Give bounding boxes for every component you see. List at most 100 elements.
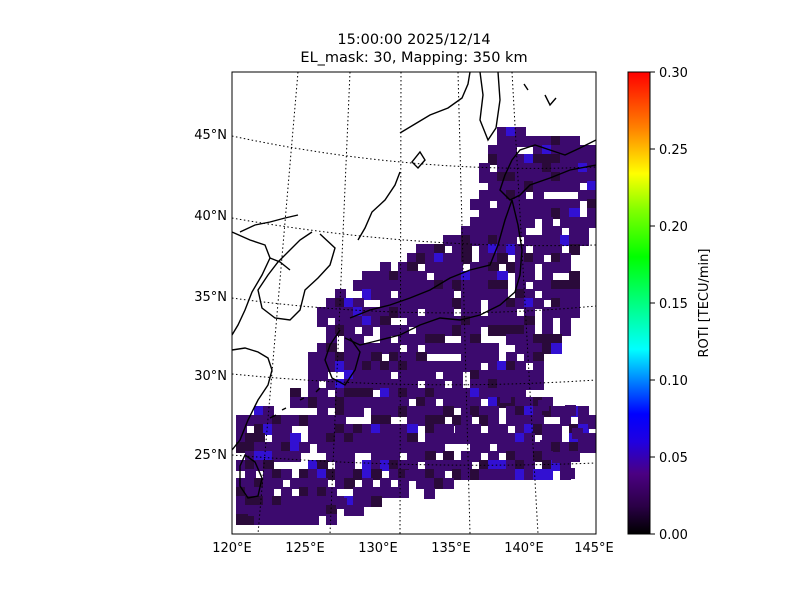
roti-cell	[263, 424, 274, 435]
roti-cell	[434, 271, 445, 282]
roti-cell	[506, 379, 517, 390]
roti-cell	[335, 289, 346, 300]
roti-cell	[524, 352, 535, 363]
roti-cell	[569, 208, 580, 219]
roti-cell	[506, 190, 517, 201]
roti-cell	[560, 172, 571, 183]
roti-cell	[434, 424, 445, 435]
roti-cell	[290, 496, 301, 507]
roti-cell	[245, 496, 256, 507]
roti-cell	[524, 172, 535, 183]
roti-cell	[407, 352, 418, 363]
roti-cell	[443, 451, 454, 462]
roti-cell	[488, 217, 499, 228]
roti-cell	[488, 289, 499, 300]
roti-cell	[281, 487, 292, 498]
roti-cell	[488, 262, 499, 273]
roti-cell	[443, 388, 454, 399]
roti-cell	[479, 163, 490, 174]
roti-cell	[479, 262, 490, 273]
roti-cell	[407, 343, 418, 354]
roti-cell	[281, 469, 292, 480]
roti-cell	[542, 280, 553, 291]
roti-cell	[262, 505, 273, 516]
roti-cell	[560, 208, 571, 219]
roti-cell	[506, 352, 517, 363]
roti-cell	[551, 244, 562, 255]
roti-cell	[326, 361, 337, 372]
roti-cell	[416, 361, 427, 372]
roti-cell	[515, 163, 526, 174]
roti-cell	[533, 298, 544, 309]
roti-cell	[551, 235, 562, 246]
roti-cell	[479, 226, 490, 237]
roti-cell	[254, 460, 265, 471]
roti-cell	[524, 307, 535, 318]
korea-coast	[257, 231, 336, 321]
roti-cell	[488, 343, 499, 354]
roti-cell	[263, 487, 274, 498]
roti-cell	[398, 271, 409, 282]
roti-cell	[497, 289, 508, 300]
roti-cell	[254, 451, 265, 462]
roti-cell	[308, 496, 319, 507]
roti-cell	[263, 460, 274, 471]
roti-cell	[353, 343, 364, 354]
roti-cell	[538, 400, 549, 411]
roti-cell	[362, 460, 373, 471]
roti-cell	[524, 451, 535, 462]
roti-cell	[515, 226, 526, 237]
roti-cell	[425, 307, 436, 318]
roti-cell	[362, 307, 373, 318]
roti-cell	[326, 451, 337, 462]
roti-cell	[416, 298, 427, 309]
roti-cell	[524, 433, 535, 444]
roti-cell	[497, 370, 508, 381]
roti-cell	[515, 244, 526, 255]
roti-cell	[488, 379, 499, 390]
roti-cell	[497, 469, 508, 480]
roti-cell	[506, 361, 517, 372]
roti-cell	[308, 514, 319, 525]
roti-cell	[398, 424, 409, 435]
roti-cell	[362, 370, 373, 381]
roti-cell	[533, 145, 544, 156]
roti-cell	[569, 154, 580, 165]
roti-cell	[542, 271, 553, 282]
roti-cell	[551, 424, 562, 435]
roti-cell	[497, 217, 508, 228]
roti-cell	[560, 136, 571, 147]
roti-cell	[407, 433, 418, 444]
roti-cell	[362, 271, 373, 282]
roti-cell	[479, 172, 490, 183]
roti-cell	[398, 298, 409, 309]
roti-cell	[515, 424, 526, 435]
roti-cell	[380, 424, 391, 435]
roti-cell	[452, 298, 463, 309]
roti-cell	[290, 388, 301, 399]
roti-cell	[254, 496, 265, 507]
roti-cell	[488, 181, 499, 192]
roti-cell	[272, 451, 283, 462]
roti-cell	[353, 316, 364, 327]
roti-cell	[506, 442, 517, 453]
roti-cell	[434, 406, 445, 417]
roti-cell	[290, 514, 301, 525]
roti-cell	[317, 343, 328, 354]
title-time: 15:00:00 2025/12/14	[337, 32, 491, 48]
roti-cell	[515, 253, 526, 264]
roti-cell	[470, 397, 481, 408]
roti-cell	[443, 262, 454, 273]
roti-cell	[353, 424, 364, 435]
roti-cell	[542, 325, 553, 336]
roti-cell	[560, 253, 571, 264]
roti-cell	[443, 361, 454, 372]
roti-cell	[362, 478, 373, 489]
roti-cell	[479, 235, 490, 246]
roti-cell	[344, 505, 355, 516]
roti-cell	[443, 280, 454, 291]
roti-cell	[344, 478, 355, 489]
roti-cell	[488, 298, 499, 309]
roti-cell	[497, 244, 508, 255]
